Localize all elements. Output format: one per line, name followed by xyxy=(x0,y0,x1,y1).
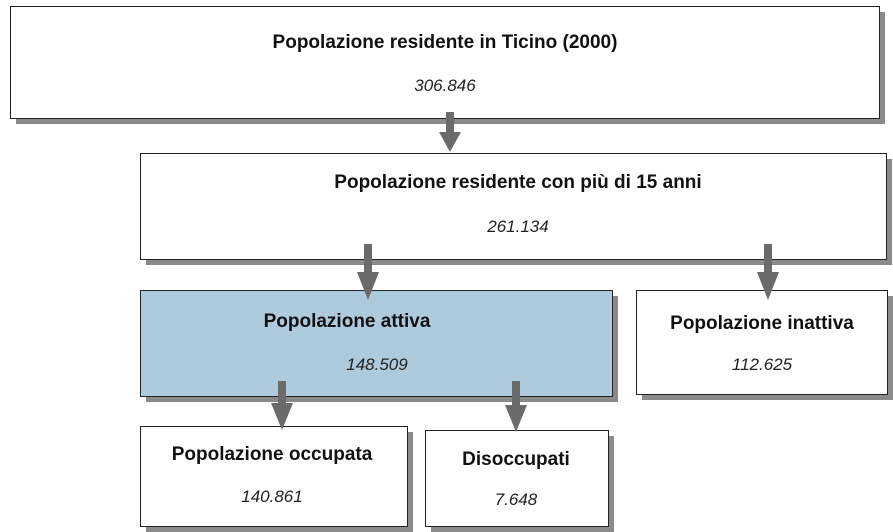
node-value: 306.846 xyxy=(414,76,476,95)
node-label: Disoccupati xyxy=(462,449,570,470)
node-box xyxy=(140,290,613,397)
arrow xyxy=(757,244,779,300)
node-value: 148.509 xyxy=(346,355,408,374)
node-box xyxy=(10,6,880,119)
node-value: 140.861 xyxy=(241,487,302,506)
arrow xyxy=(271,381,293,430)
node-box xyxy=(140,153,887,260)
arrow xyxy=(505,381,527,432)
node-box xyxy=(636,290,888,395)
node-box xyxy=(140,426,408,527)
arrow xyxy=(439,112,461,152)
node-label: Popolazione inattiva xyxy=(670,313,854,334)
node-box xyxy=(425,430,609,527)
node-value: 7.648 xyxy=(495,490,538,509)
node-label: Popolazione occupata xyxy=(172,444,373,465)
node-label: Popolazione residente con più di 15 anni xyxy=(334,172,701,193)
node-label: Popolazione attiva xyxy=(264,311,431,332)
node-label: Popolazione residente in Ticino (2000) xyxy=(273,32,618,53)
node-value: 112.625 xyxy=(732,355,793,374)
arrow xyxy=(357,244,379,300)
node-value: 261.134 xyxy=(486,217,548,236)
